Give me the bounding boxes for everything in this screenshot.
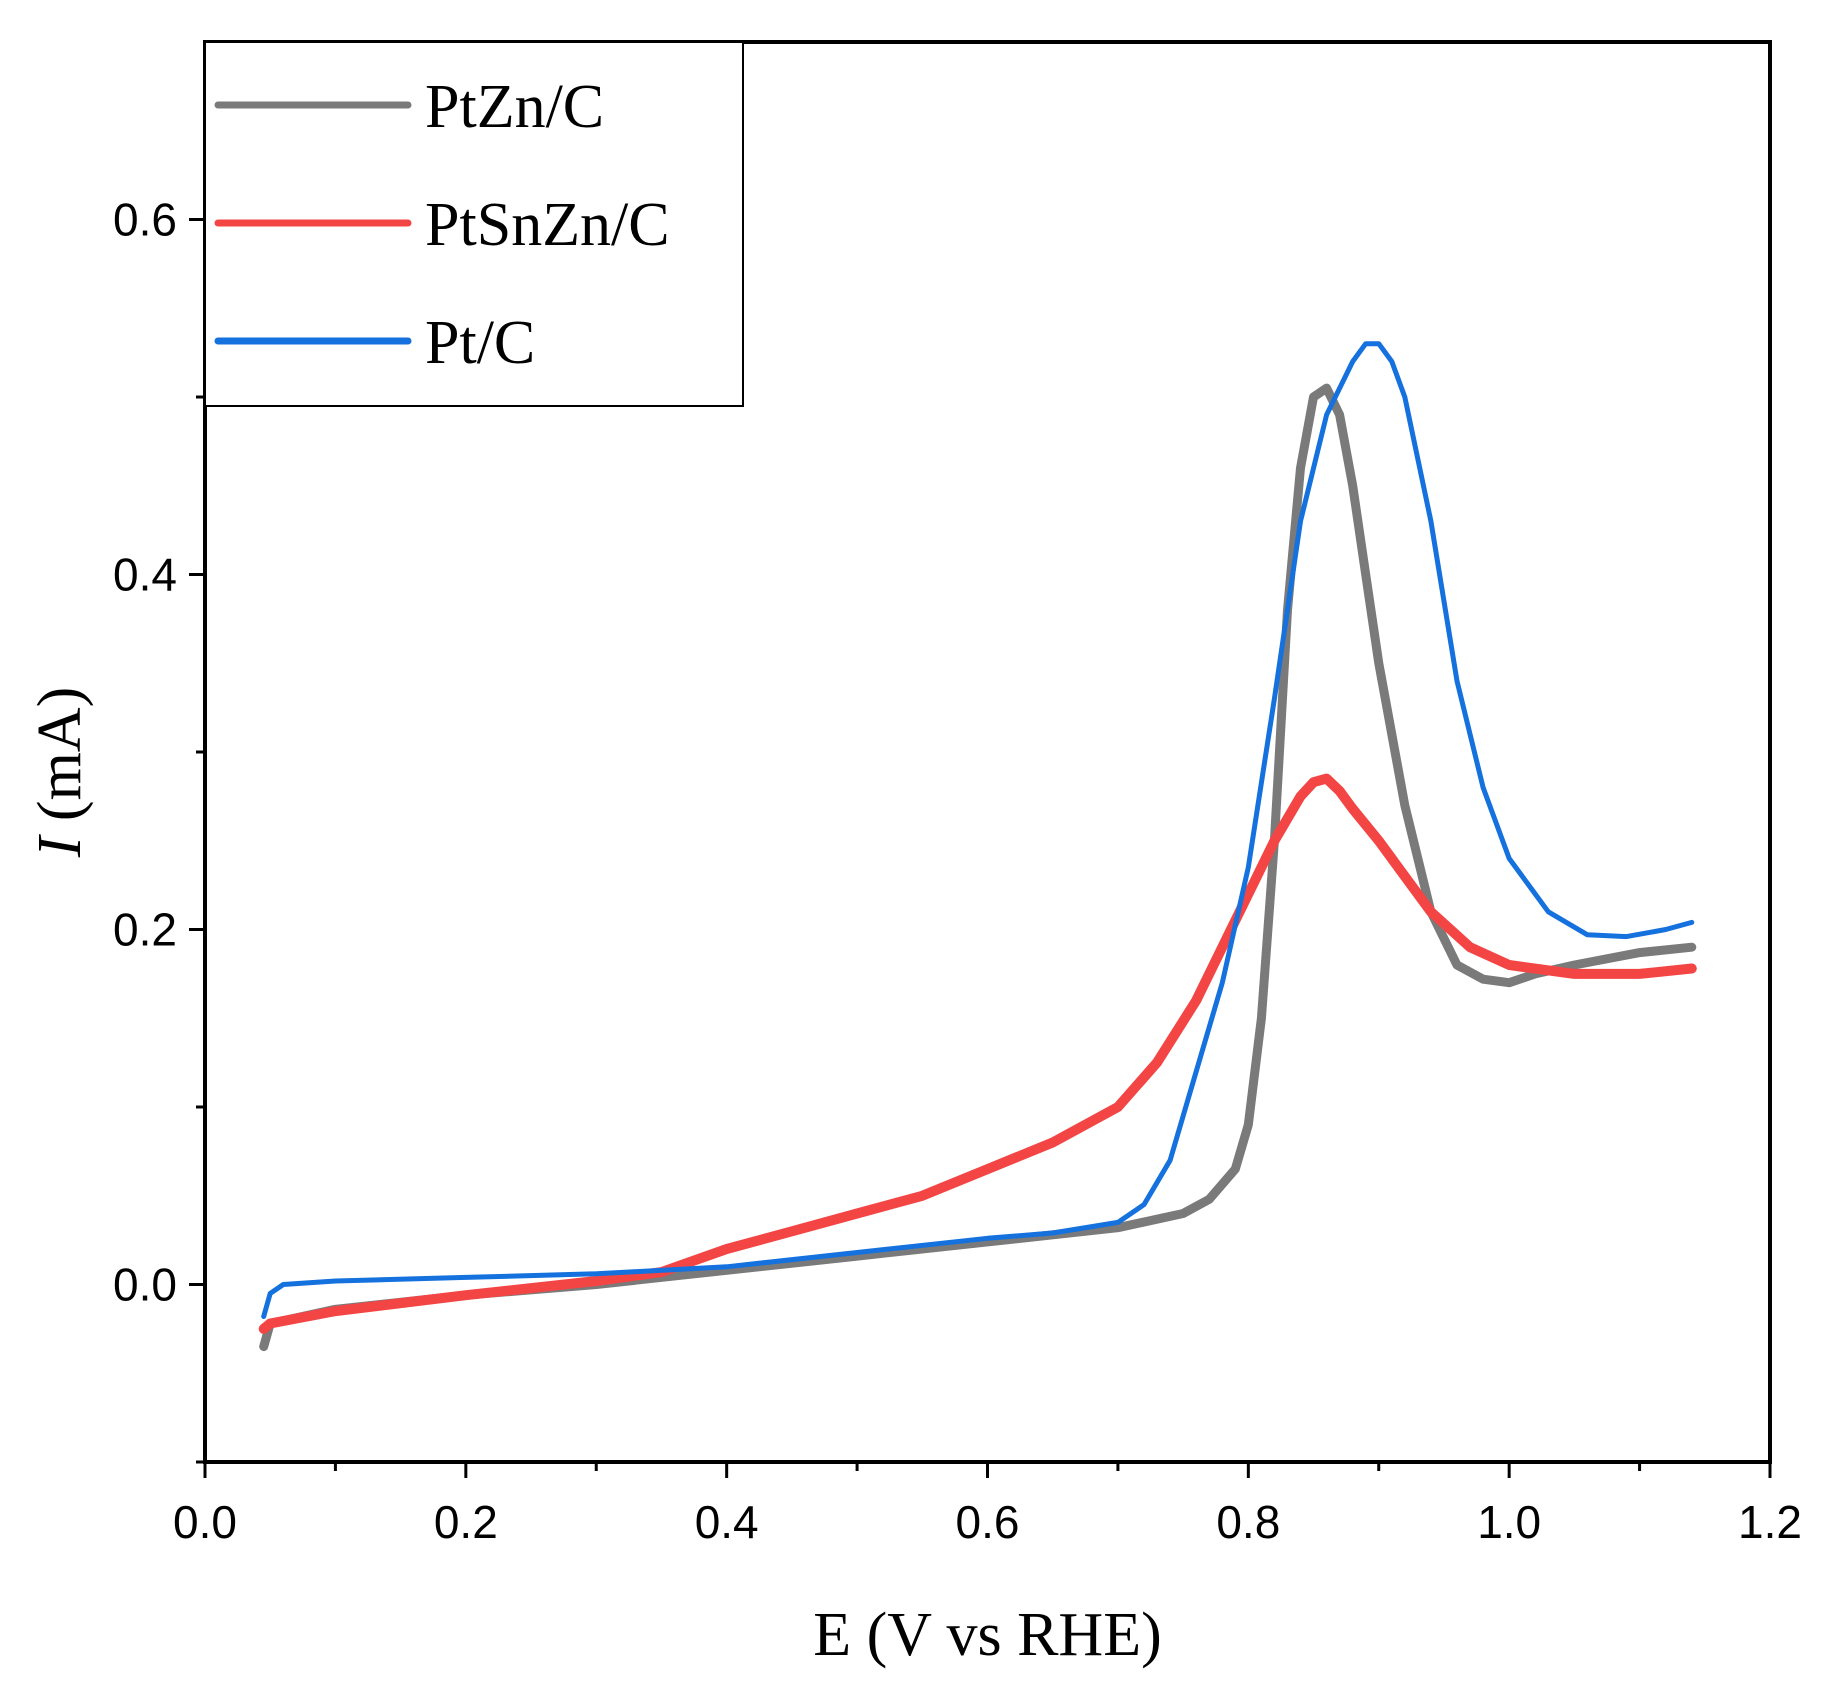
legend-label-2: PtSnZn/C bbox=[425, 191, 670, 259]
x-tick-label: 1.2 bbox=[1738, 1496, 1802, 1548]
x-tick-label: 0.6 bbox=[956, 1496, 1020, 1548]
y-axis-symbol: I bbox=[26, 833, 94, 858]
series-line-1 bbox=[259, 383, 1697, 1352]
series-layer bbox=[258, 341, 1697, 1352]
x-tick-label: 0.2 bbox=[434, 1496, 498, 1548]
legend-label-1: PtZn/C bbox=[425, 73, 604, 141]
y-tick-label: 0.0 bbox=[113, 1259, 177, 1311]
legend-label-3: Pt/C bbox=[425, 309, 535, 377]
y-axis-unit: (mA) bbox=[26, 687, 94, 837]
axis-ticks: 0.0 0.2 0.4 0.6 0.8 1.0 1.2 0.0 0.2 0.4 0.6 bbox=[113, 194, 1802, 1549]
series-line-2 bbox=[258, 773, 1697, 1334]
x-tick-label: 0.4 bbox=[695, 1496, 759, 1548]
y-tick-label: 0.6 bbox=[113, 194, 177, 246]
y-tick-label: 0.4 bbox=[113, 549, 177, 601]
y-tick-label: 0.2 bbox=[113, 904, 177, 956]
x-axis-title: E (V vs RHE) bbox=[813, 1601, 1161, 1669]
legend: PtZn/C PtSnZn/C Pt/C bbox=[204, 41, 744, 407]
x-tick-label: 0.0 bbox=[173, 1496, 237, 1548]
y-axis-title: I (mA) bbox=[26, 687, 94, 858]
x-tick-label: 0.8 bbox=[1216, 1496, 1280, 1548]
x-tick-label: 1.0 bbox=[1477, 1496, 1541, 1548]
series-line-3 bbox=[261, 341, 1695, 1319]
